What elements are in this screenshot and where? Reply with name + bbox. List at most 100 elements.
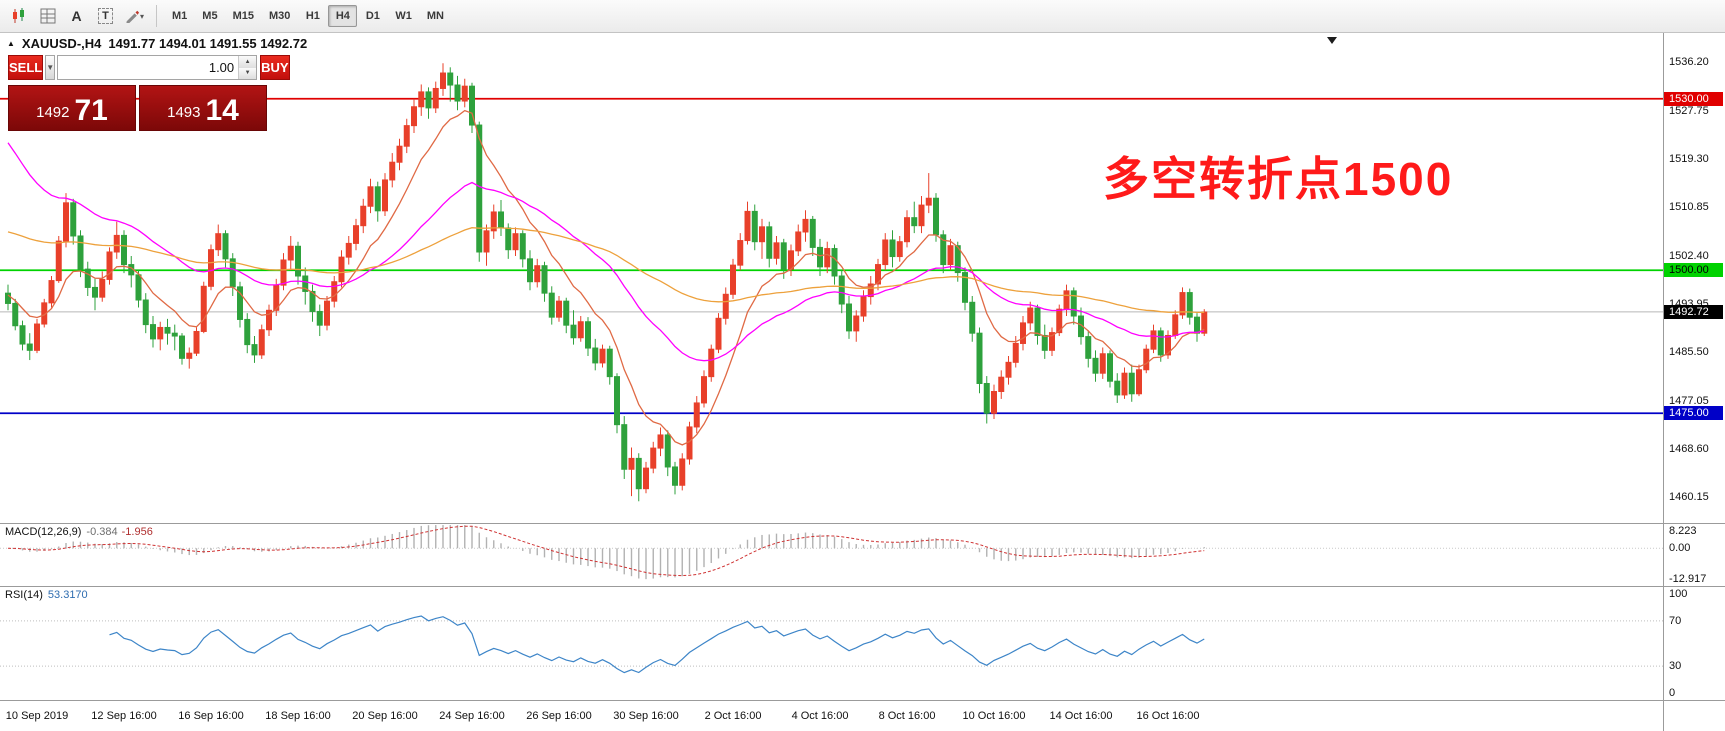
- text-label-icon[interactable]: A: [63, 4, 90, 28]
- rsi-axis-label: 0: [1669, 687, 1676, 699]
- time-axis-label: 14 Oct 16:00: [1049, 710, 1113, 722]
- price-panel: ▲ XAUUSD-,H4 1491.77 1494.01 1491.55 149…: [0, 33, 1725, 524]
- candlestick-glyph: [12, 8, 24, 23]
- time-axis-label: 24 Sep 16:00: [439, 710, 505, 722]
- volume-field: ▲ ▼: [57, 55, 258, 80]
- rsi-name: RSI(14): [5, 589, 43, 601]
- rsi-panel: RSI(14) 53.3170: [0, 587, 1725, 701]
- price-axis-label: 1510.85: [1669, 201, 1709, 214]
- level-price-tag-1530.00: 1530.00: [1664, 91, 1723, 106]
- ask-quote-tile[interactable]: 1493 14: [139, 85, 267, 131]
- grid-icon[interactable]: [34, 4, 61, 28]
- buy-button[interactable]: BUY: [260, 55, 290, 80]
- price-axis-label: 1536.20: [1669, 56, 1709, 69]
- time-axis-label: 8 Oct 16:00: [878, 710, 936, 722]
- text-box-icon[interactable]: T: [92, 4, 119, 28]
- macd-label: MACD(12,26,9) -0.384 -1.956: [5, 526, 153, 538]
- bid-quote-tile[interactable]: 1492 71: [8, 85, 136, 131]
- chart-shift-marker: [1327, 37, 1337, 44]
- level-price-tag-1500.00: 1500.00: [1664, 263, 1723, 278]
- price-axis-label: 1485.50: [1669, 346, 1709, 359]
- volume-decrement-button[interactable]: ▼: [239, 67, 257, 79]
- timeframe-button-m15[interactable]: M15: [226, 5, 261, 27]
- timeframe-button-h1[interactable]: H1: [298, 5, 327, 27]
- ma-line-90: [7, 227, 1205, 314]
- ohlc-values: 1491.77 1494.01 1491.55 1492.72: [108, 36, 308, 51]
- ma-line-10: [7, 109, 1205, 446]
- price-axis-label: 1502.40: [1669, 249, 1709, 262]
- price-axis-label: 1519.30: [1669, 152, 1709, 165]
- candlestick-chart-icon[interactable]: [5, 4, 32, 28]
- timeframe-button-d1[interactable]: D1: [358, 5, 387, 27]
- rsi-axis-label: 70: [1669, 614, 1682, 627]
- rsi-chart-canvas[interactable]: [0, 587, 1663, 700]
- toolbar: A T ▾ M1 M5 M15 M30 H1 H4 D1 W1 MN: [0, 0, 1725, 33]
- price-chart-canvas[interactable]: [0, 33, 1663, 523]
- timeframe-button-m5[interactable]: M5: [195, 5, 224, 27]
- timeframe-button-mn[interactable]: MN: [420, 5, 451, 27]
- volume-input[interactable]: [58, 56, 239, 79]
- chevron-down-icon: ▾: [139, 11, 144, 21]
- timeframe-button-m1[interactable]: M1: [165, 5, 194, 27]
- time-axis: 10 Sep 2019 12 Sep 16:00 16 Sep 16:00 18 Se…: [0, 701, 1725, 731]
- timeframe-button-m30[interactable]: M30: [262, 5, 297, 27]
- current-price-tag: 1492.72: [1664, 304, 1723, 319]
- time-axis-label: 20 Sep 16:00: [352, 710, 418, 722]
- time-axis-label: 12 Sep 16:00: [91, 710, 157, 722]
- price-axis-label: 1460.15: [1669, 491, 1709, 504]
- timeframe-button-w1[interactable]: W1: [388, 5, 419, 27]
- macd-axis-label: 0.00: [1669, 542, 1691, 555]
- symbol-period-label: XAUUSD-,H4: [21, 36, 102, 51]
- rsi-axis-label: 100: [1669, 588, 1688, 600]
- macd-chart-canvas[interactable]: [0, 524, 1663, 586]
- ask-price-pips: 14: [205, 93, 239, 127]
- price-axis-label: 1477.05: [1669, 394, 1709, 407]
- time-axis-label: 16 Sep 16:00: [178, 710, 244, 722]
- volume-stepper: ▲ ▼: [238, 56, 257, 79]
- collapse-triangle-icon: ▲: [7, 38, 15, 48]
- price-axis-label: 1527.75: [1669, 104, 1709, 117]
- macd-panel: MACD(12,26,9) -0.384 -1.956: [0, 524, 1725, 587]
- time-axis-label: 10 Sep 2019: [5, 710, 69, 722]
- bid-price-main: 1492: [36, 104, 70, 121]
- time-axis-label: 10 Oct 16:00: [962, 710, 1026, 722]
- bid-price-pips: 71: [74, 93, 108, 127]
- rsi-label: RSI(14) 53.3170: [5, 589, 88, 601]
- price-axis-label: 1468.60: [1669, 442, 1709, 455]
- time-axis-label: 26 Sep 16:00: [526, 710, 592, 722]
- rsi-axis-label: 30: [1669, 660, 1682, 673]
- time-axis-label: 2 Oct 16:00: [704, 710, 762, 722]
- axis-separator-line: [1663, 33, 1664, 731]
- rsi-line: [109, 615, 1205, 674]
- time-axis-label: 18 Sep 16:00: [265, 710, 331, 722]
- ask-price-main: 1493: [167, 104, 201, 121]
- rsi-value: 53.3170: [47, 589, 88, 601]
- ma-line-34: [7, 142, 1205, 362]
- toolbar-separator: [156, 5, 157, 27]
- pencil-glyph: [126, 10, 139, 23]
- macd-axis-label: -12.917: [1669, 573, 1707, 585]
- macd-signal-line: [7, 525, 1205, 577]
- time-axis-label: 30 Sep 16:00: [613, 710, 679, 722]
- quote-tiles-row: 1492 71 1493 14: [8, 85, 267, 131]
- volume-increment-button[interactable]: ▲: [239, 56, 257, 68]
- drawing-tools-icon[interactable]: ▾: [121, 4, 148, 28]
- price-axis: 1536.20 1527.75 1519.30 1510.85 1502.40 1493.…: [1664, 33, 1725, 731]
- text-box-glyph: T: [98, 8, 113, 24]
- quote-header: ▲ XAUUSD-,H4 1491.77 1494.01 1491.55 149…: [7, 36, 307, 51]
- grid-glyph: [40, 8, 55, 24]
- timeframe-button-group: M1 M5 M15 M30 H1 H4 D1 W1 MN: [165, 5, 451, 27]
- volume-dropdown-button[interactable]: ▼: [45, 55, 56, 80]
- level-price-tag-1475.00: 1475.00: [1664, 406, 1723, 421]
- sell-button[interactable]: SELL: [8, 55, 44, 80]
- macd-name: MACD(12,26,9): [5, 526, 82, 538]
- trade-controls-row: SELL ▼ ▲ ▼ BUY: [8, 55, 290, 80]
- time-axis-label: 16 Oct 16:00: [1136, 710, 1200, 722]
- one-click-trade-panel: SELL ▼ ▲ ▼ BUY 1492 71 1493: [8, 55, 290, 131]
- timeframe-button-h4[interactable]: H4: [328, 5, 358, 27]
- macd-axis-label: 8.223: [1669, 525, 1697, 537]
- macd-value-main: -0.384: [86, 526, 118, 538]
- time-axis-label: 4 Oct 16:00: [791, 710, 849, 722]
- macd-value-signal: -1.956: [121, 526, 153, 538]
